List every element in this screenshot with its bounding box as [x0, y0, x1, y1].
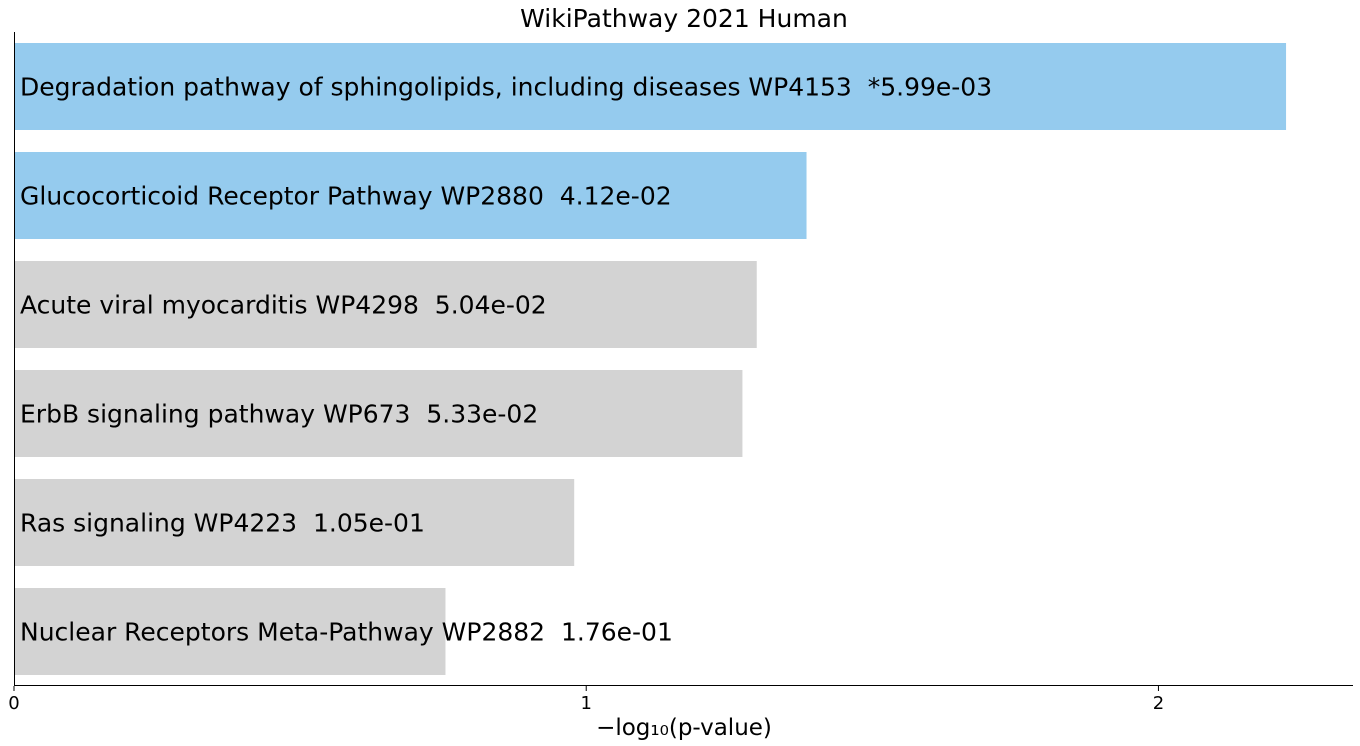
bar [14, 152, 807, 239]
bar [14, 43, 1287, 130]
x-axis-label: −log₁₀(p-value) [596, 715, 772, 741]
bar [14, 370, 743, 457]
x-tick-label: 1 [580, 693, 591, 714]
bar-label: Nuclear Receptors Meta-Pathway WP2882 1.… [20, 618, 673, 647]
x-tick-label: 0 [8, 693, 19, 714]
bar-label: Acute viral myocarditis WP4298 5.04e-02 [20, 291, 547, 320]
bar-labels-layer: Degradation pathway of sphingolipids, in… [20, 73, 992, 647]
chart-title: WikiPathway 2021 Human [520, 4, 848, 33]
bar-label: ErbB signaling pathway WP673 5.33e-02 [20, 400, 538, 429]
x-tick-label: 2 [1153, 693, 1164, 714]
bar [14, 588, 446, 675]
bar-label: Degradation pathway of sphingolipids, in… [20, 73, 992, 102]
x-ticks-layer: 0 1 2 [8, 686, 1164, 714]
bar [14, 261, 757, 348]
bars-layer [14, 43, 1287, 675]
bar-label: Ras signaling WP4223 1.05e-01 [20, 509, 425, 538]
bar-label: Glucocorticoid Receptor Pathway WP2880 4… [20, 182, 672, 211]
bar [14, 479, 575, 566]
